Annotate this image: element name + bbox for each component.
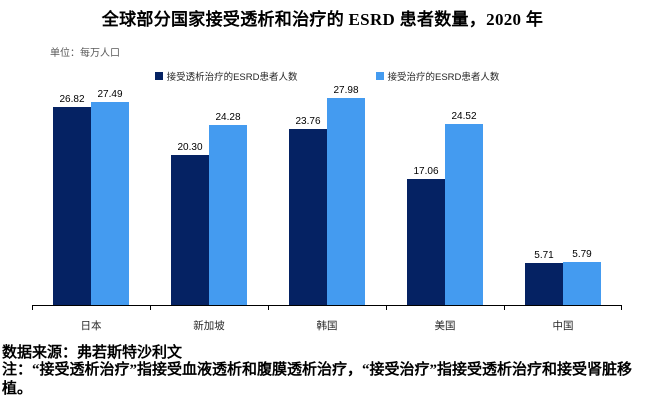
bar xyxy=(209,125,247,305)
bar-value-label: 27.49 xyxy=(97,88,123,100)
legend-label: 接受透析治疗的ESRD患者人数 xyxy=(166,72,298,83)
bar xyxy=(445,123,483,305)
legend: 接受透析治疗的ESRD患者人数 接受治疗的ESRD患者人数 xyxy=(32,69,622,83)
bar-value-label: 5.71 xyxy=(534,249,554,261)
bar-value-label: 5.79 xyxy=(572,249,592,261)
bar xyxy=(407,178,445,305)
bar-with-label: 27.49 xyxy=(91,89,129,305)
bar-with-label: 27.98 xyxy=(327,85,365,305)
bar xyxy=(525,262,563,305)
axis-tick xyxy=(150,306,151,310)
bar xyxy=(289,129,327,305)
category-label: 日本 xyxy=(80,320,102,332)
bar-value-label: 17.06 xyxy=(413,165,439,177)
bar-group: 20.30 24.28 xyxy=(150,83,268,305)
unit-label: 单位：每万人口 xyxy=(50,48,120,59)
bar-value-label: 23.76 xyxy=(295,116,321,128)
bar-value-label: 27.98 xyxy=(333,84,359,96)
axis-tick xyxy=(268,306,269,310)
bar xyxy=(563,262,601,305)
bar-group: 17.06 24.52 xyxy=(386,83,504,305)
legend-label: 接受治疗的ESRD患者人数 xyxy=(387,72,500,83)
chart-title: 全球部分国家接受透析和治疗的 ESRD 患者数量，2020 年 xyxy=(101,10,544,29)
plot-area: 26.82 27.49 20.30 24.28 23.76 27.98 17.06 24.52… xyxy=(32,83,622,306)
bar-with-label: 23.76 xyxy=(289,116,327,305)
footnote: 注：“接受透析治疗”指接受血液透析和腹膜透析治疗，“接受治疗”指接受透析治疗和接… xyxy=(2,362,633,397)
bar-value-label: 26.82 xyxy=(59,93,85,105)
legend-swatch-icon xyxy=(154,72,163,80)
axis-tick xyxy=(386,306,387,310)
category-axis: 日本 新加坡 韩国 美国 中国 xyxy=(32,311,622,333)
bar xyxy=(91,101,129,305)
bar-group: 5.71 5.79 xyxy=(504,83,622,305)
bar-with-label: 24.28 xyxy=(209,112,247,305)
category-label: 韩国 xyxy=(316,320,338,332)
axis-tick xyxy=(32,306,33,310)
bar-value-label: 24.52 xyxy=(451,110,477,122)
axis-ticks xyxy=(32,306,622,311)
category-label: 美国 xyxy=(434,320,456,332)
axis-tick xyxy=(621,306,622,310)
data-source-note: 数据来源：弗若斯特沙利文 xyxy=(2,345,183,361)
bar xyxy=(171,154,209,305)
legend-item: 接受治疗的ESRD患者人数 xyxy=(375,69,500,83)
bar-with-label: 20.30 xyxy=(171,142,209,305)
legend-item: 接受透析治疗的ESRD患者人数 xyxy=(154,69,298,83)
bar-with-label: 17.06 xyxy=(407,166,445,305)
bar xyxy=(327,97,365,305)
bar-value-label: 20.30 xyxy=(177,141,203,153)
bar-group: 23.76 27.98 xyxy=(268,83,386,305)
axis-tick xyxy=(504,306,505,310)
category-label: 新加坡 xyxy=(193,320,225,332)
category-label: 中国 xyxy=(552,320,574,332)
bar-with-label: 5.71 xyxy=(525,250,563,305)
bar-chart: 接受透析治疗的ESRD患者人数 接受治疗的ESRD患者人数 26.82 27.49 2… xyxy=(32,69,622,333)
bar-value-label: 24.28 xyxy=(215,112,241,124)
bar-group: 26.82 27.49 xyxy=(32,83,150,305)
bar-with-label: 5.79 xyxy=(563,249,601,305)
bar xyxy=(53,106,91,305)
bar-with-label: 24.52 xyxy=(445,111,483,305)
bar-with-label: 26.82 xyxy=(53,93,91,305)
legend-swatch-icon xyxy=(375,72,384,80)
